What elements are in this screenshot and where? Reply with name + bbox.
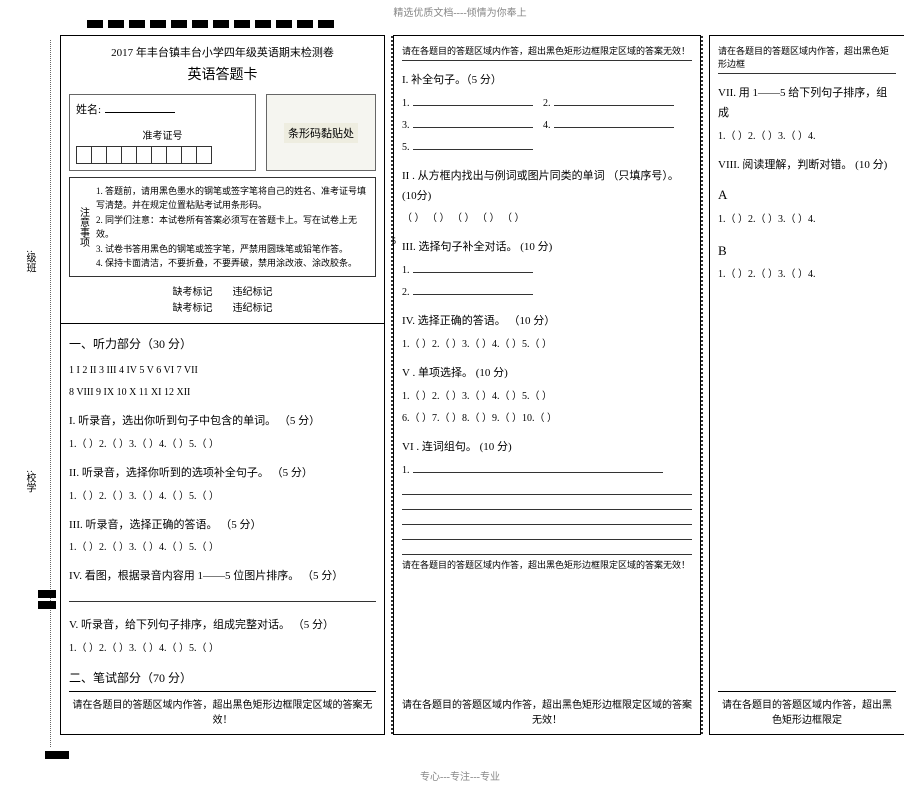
page-container: 5 2017 年丰台镇丰台小学四年级英语期末检测卷 英语答题卡 姓名: 准考证号… bbox=[60, 35, 904, 735]
name-block: 姓名: 准考证号 bbox=[69, 94, 256, 171]
top-note-col3: 请在各题目的答题区域内作答，超出黑色矩形边框 bbox=[718, 44, 896, 74]
col2-section-vi: VI . 连词组句。 (10 分) 1. 请在各题目的答题区域内作答，超出黑色矩… bbox=[402, 438, 692, 573]
col2-section-i: I. 补全句子。（5 分） 1. 2. 3. 4. 5. bbox=[402, 71, 692, 157]
written-section: 二、笔试部分（70 分） bbox=[69, 668, 376, 690]
section-v: V. 听录音，给下列句子排序，组成完整对话。 （5 分） 1.（ ）2.（ ）3… bbox=[69, 616, 376, 658]
notice-label: 注意事项 bbox=[76, 184, 90, 270]
fold-line bbox=[50, 40, 51, 747]
side-markers bbox=[38, 590, 56, 612]
barcode-area: 条形码黏贴处 bbox=[266, 94, 376, 171]
alignment-marks-top bbox=[87, 20, 334, 28]
col3-section-viii: VIII. 阅读理解，判断对错。 (10 分) A 1.（ ）2.（ ）3.（ … bbox=[718, 156, 896, 285]
exam-title: 2017 年丰台镇丰台小学四年级英语期末检测卷 bbox=[69, 44, 376, 60]
notice-box: 注意事项 1. 答题前，请用黑色墨水的钢笔或签字笔将自己的姓名、准考证号填写清楚… bbox=[69, 177, 376, 277]
label-a: A bbox=[718, 183, 896, 206]
col2-section-iii: III. 选择句子补全对话。 (10 分) 1. 2. bbox=[402, 238, 692, 302]
top-note-col2: 请在各题目的答题区域内作答，超出黑色矩形边框限定区域的答案无效！ bbox=[402, 44, 692, 61]
section-iii: III. 听录音，选择正确的答语。 （5 分） 1.（ ）2.（ ）3.（ ）4… bbox=[69, 516, 376, 558]
notice-items: 1. 答题前，请用黑色墨水的钢笔或签字笔将自己的姓名、准考证号填写清楚。并在规定… bbox=[96, 184, 369, 270]
info-box: 姓名: 准考证号 条形码黏贴处 bbox=[69, 94, 376, 171]
listening-section: 一、听力部分（30 分） 1 I 2 II 3 III 4 IV 5 V 6 V… bbox=[69, 334, 376, 402]
answer-card-title: 英语答题卡 bbox=[69, 64, 376, 84]
name-label: 姓名: bbox=[76, 104, 101, 116]
col2-section-ii: II . 从方框内找出与例词或图片同类的单词 （只填序号）。(10分) （ ） … bbox=[402, 167, 692, 229]
label-b: B bbox=[718, 239, 896, 262]
column-2: 请在各题目的答题区域内作答，超出黑色矩形边框限定区域的答案无效！ I. 补全句子… bbox=[393, 35, 701, 735]
warning-col3: 请在各题目的答题区域内作答，超出黑色矩形边框限定 bbox=[718, 691, 896, 726]
exam-code-label: 准考证号 bbox=[76, 127, 249, 142]
side-label-class: :级班 bbox=[22, 250, 37, 273]
column-3: 请在各题目的答题区域内作答，超出黑色矩形边框 VII. 用 1——5 给下列句子… bbox=[709, 35, 904, 735]
section-ii: II. 听录音，选择你听到的选项补全句子。 （5 分） 1.（ ）2.（ ）3.… bbox=[69, 464, 376, 506]
footer-text: 专心---专注---专业 bbox=[0, 768, 920, 783]
side-label-school: :校学 bbox=[22, 470, 37, 493]
warning-col2: 请在各题目的答题区域内作答，超出黑色矩形边框限定区域的答案无效！ bbox=[402, 696, 692, 726]
warning-col1: 请在各题目的答题区域内作答，超出黑色矩形边框限定区域的答案无效！ bbox=[69, 691, 376, 726]
col3-section-vii: VII. 用 1——5 给下列句子排序，组成 1.（ ）2.（ ）3.（ ）4. bbox=[718, 84, 896, 146]
section-iv: IV. 看图，根据录音内容用 1——5 位图片排序。 （5 分） bbox=[69, 567, 376, 602]
alignment-marks-bottom bbox=[45, 751, 69, 759]
col2-section-v: V . 单项选择。 (10 分) 1.（ ）2.（ ）3.（ ）4.（ ）5.（… bbox=[402, 364, 692, 428]
column-1: 5 2017 年丰台镇丰台小学四年级英语期末检测卷 英语答题卡 姓名: 准考证号… bbox=[60, 35, 385, 735]
col2-section-iv: IV. 选择正确的答语。 （10 分） 1.（ ）2.（ ）3.（ ）4.（ ）… bbox=[402, 312, 692, 354]
section-i: I. 听录音，选出你听到句子中包含的单词。 （5 分） 1.（ ）2.（ ）3.… bbox=[69, 412, 376, 454]
exam-code-boxes[interactable] bbox=[76, 146, 249, 164]
mark-row: 缺考标记 违纪标记 缺考标记 违纪标记 bbox=[69, 285, 376, 317]
